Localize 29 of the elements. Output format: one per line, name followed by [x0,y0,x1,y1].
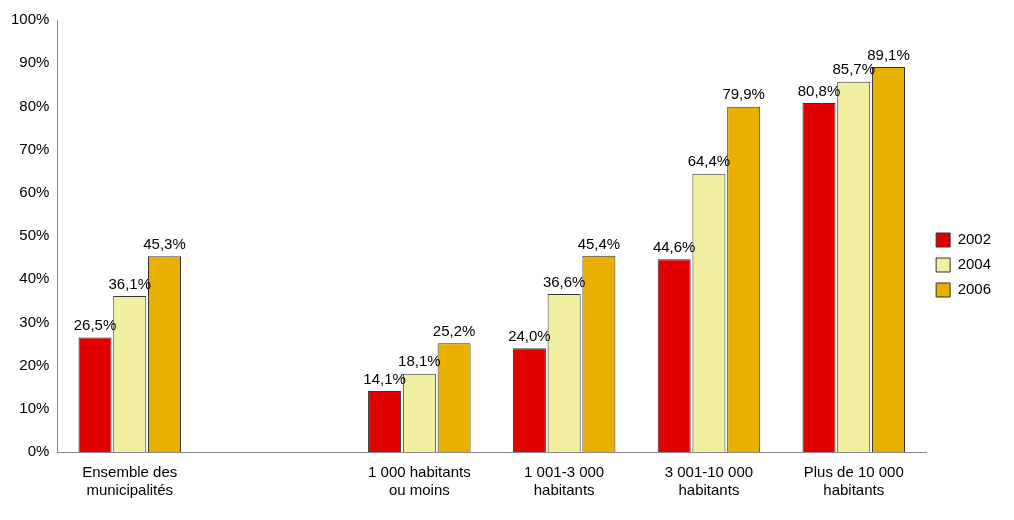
y-tick-label: 70% [19,139,50,157]
x-tick-label: Plus de 10 000 habitants [803,463,904,499]
y-tick-label: 60% [19,182,50,200]
y-tick-label: 100% [10,10,50,28]
legend-label: 2002 [957,230,992,248]
data-label: 85,7% [832,60,876,78]
y-tick-label: 50% [19,226,50,244]
y-tick-label: 20% [19,355,50,373]
legend-label: 2006 [957,280,992,298]
data-label: 24,0% [508,326,551,344]
data-label: 45,4% [577,234,621,252]
y-tick-label: 10% [19,398,50,416]
legend-label: 2004 [957,255,992,273]
y-tick-label: 90% [19,53,50,71]
data-label: 25,2% [432,321,476,339]
data-label: 44,6% [652,237,696,255]
data-label: 26,5% [73,316,117,334]
data-label: 80,8% [797,81,841,99]
x-tick-label: 1 000 habitants ou moins [368,463,471,499]
data-label: 79,9% [722,85,765,103]
y-tick-label: 30% [19,312,50,330]
x-tick-label: 1 001-3 000 habitants [524,463,605,499]
x-tick-label: Ensemble des municipalités [82,463,178,499]
data-label: 45,3% [143,234,186,252]
y-tick-label: 0% [27,442,50,460]
x-tick-label: 3 001-10 000 habitants [664,463,754,499]
y-tick-label: 80% [19,96,50,114]
data-label: 89,1% [867,45,910,63]
y-tick-label: 40% [19,269,50,287]
